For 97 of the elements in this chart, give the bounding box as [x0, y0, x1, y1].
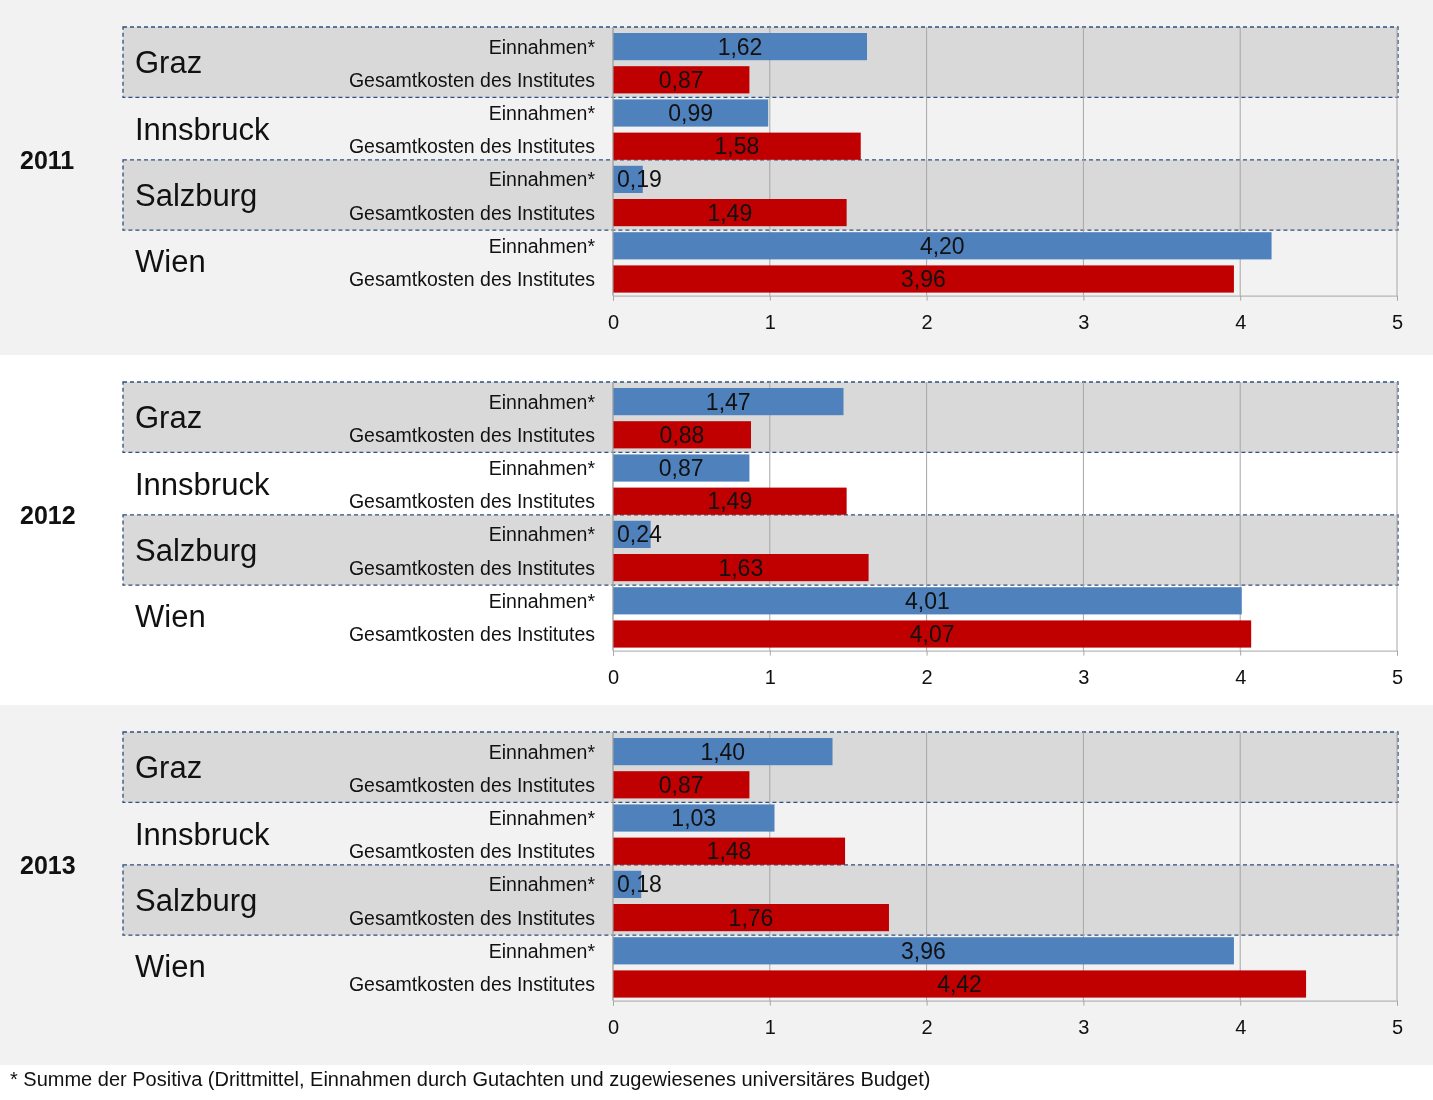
- x-tick-label: 2: [921, 310, 933, 333]
- y-tick-label: Einnahmen*: [488, 523, 596, 546]
- y-tick-label: Einnahmen*: [488, 390, 596, 413]
- bar: [613, 265, 1234, 293]
- data-label: 1,76: [728, 904, 774, 931]
- y-tick-label: Gesamtkosten des Institutes: [348, 623, 596, 645]
- y-axis-title: 2011: [20, 145, 75, 174]
- y-tick-label: Gesamtkosten des Institutes: [348, 423, 596, 446]
- bar: [613, 99, 769, 127]
- x-tick-label: 3: [1078, 310, 1090, 333]
- data-label: 1,63: [718, 554, 764, 581]
- x-tick-label: 4: [1235, 1015, 1247, 1038]
- data-label: 4,01: [905, 587, 950, 614]
- x-tick-label: 1: [764, 1015, 776, 1038]
- y-tick-label: Einnahmen*: [488, 457, 596, 479]
- x-tick-label: 3: [1078, 665, 1090, 688]
- bar: [613, 132, 861, 160]
- text: Innsbruck: [135, 466, 270, 502]
- data-label: 1,49: [707, 488, 753, 515]
- bar: [613, 199, 847, 227]
- y-tick-label: Einnahmen*: [488, 234, 596, 257]
- data-label: 4,07: [909, 621, 955, 647]
- x-tick-label: 2: [921, 665, 933, 688]
- y-tick-label: Gesamtkosten des Institutes: [348, 201, 596, 224]
- x-tick-label: 5: [1391, 665, 1404, 688]
- bar: [613, 388, 844, 416]
- y-tick-label: Gesamtkosten des Institutes: [348, 906, 596, 929]
- text: Salzburg: [135, 178, 258, 213]
- text: Graz: [135, 45, 203, 81]
- y-tick-label: Gesamtkosten des Institutes: [348, 973, 596, 995]
- y-axis-title: 2012: [20, 500, 76, 529]
- x-tick-label: 0: [607, 1015, 620, 1038]
- x-tick-label: 3: [1078, 1015, 1090, 1038]
- bar: [613, 587, 1242, 615]
- data-label: 0,87: [658, 771, 704, 798]
- y-tick-label: Einnahmen*: [488, 589, 596, 612]
- bar: [613, 232, 1272, 260]
- data-label: 1,48: [706, 838, 752, 865]
- text: Wien: [135, 949, 206, 985]
- y-tick-label: Gesamtkosten des Institutes: [348, 773, 596, 796]
- data-label: 3,96: [901, 937, 946, 964]
- bar: [613, 970, 1307, 998]
- data-label: 1,58: [714, 133, 760, 160]
- data-label: 1,47: [705, 388, 751, 415]
- y-tick-label: Gesamtkosten des Institutes: [348, 490, 596, 513]
- text: Innsbruck: [135, 111, 270, 147]
- x-tick-label: 2: [921, 1015, 933, 1038]
- data-label: 4,20: [919, 232, 965, 259]
- y-tick-label: Gesamtkosten des Institutes: [348, 556, 596, 579]
- bar: [613, 937, 1234, 965]
- y-tick-label: Einnahmen*: [488, 168, 596, 191]
- text: Graz: [135, 750, 203, 786]
- text: Salzburg: [135, 533, 258, 568]
- data-label: 1,49: [707, 199, 753, 226]
- text: * Summe der Positiva (Drittmittel, Einnahmen durch Gutachten und zugewiesenes universitäres Budget): [10, 1067, 931, 1090]
- text: Wien: [135, 599, 206, 635]
- bar: [613, 738, 833, 766]
- data-label: 1,40: [700, 738, 746, 765]
- x-tick-label: 5: [1391, 1015, 1404, 1038]
- x-tick-label: 5: [1391, 310, 1404, 333]
- data-label: 0,88: [659, 421, 705, 448]
- data-label: 1,62: [717, 33, 763, 60]
- bar: [613, 620, 1252, 648]
- bar: [613, 33, 868, 61]
- x-tick-label: 1: [764, 310, 776, 333]
- x-tick-label: 0: [607, 310, 620, 333]
- x-tick-label: 4: [1235, 665, 1247, 688]
- bar: [613, 837, 846, 865]
- y-tick-label: Einnahmen*: [488, 807, 596, 829]
- bar: [613, 554, 869, 582]
- y-tick-label: Gesamtkosten des Institutes: [348, 68, 596, 91]
- bar: [613, 804, 775, 832]
- x-tick-label: 4: [1235, 310, 1247, 333]
- data-label: 0,87: [658, 66, 704, 93]
- y-tick-label: Einnahmen*: [488, 939, 596, 962]
- text: Graz: [135, 400, 203, 436]
- y-tick-label: Gesamtkosten des Institutes: [348, 268, 596, 290]
- y-tick-label: Gesamtkosten des Institutes: [348, 840, 596, 863]
- x-tick-label: 1: [764, 665, 776, 688]
- data-label: 3,96: [901, 266, 946, 292]
- data-label: 4,42: [937, 971, 982, 997]
- y-tick-label: Einnahmen*: [488, 873, 596, 896]
- text: Wien: [135, 244, 206, 280]
- data-label: 0,99: [668, 100, 713, 126]
- data-label: 0,87: [658, 455, 704, 481]
- y-tick-label: Einnahmen*: [488, 740, 596, 763]
- y-axis-title: 2013: [20, 850, 76, 879]
- bar: [613, 487, 847, 515]
- x-tick-label: 0: [607, 665, 620, 688]
- y-tick-label: Einnahmen*: [488, 102, 596, 124]
- bar: [613, 904, 889, 932]
- text: Salzburg: [135, 883, 258, 918]
- y-tick-label: Einnahmen*: [488, 35, 596, 58]
- bar: [613, 454, 750, 482]
- y-tick-label: Gesamtkosten des Institutes: [348, 135, 596, 158]
- text: Innsbruck: [135, 816, 270, 852]
- data-label: 1,03: [671, 805, 717, 831]
